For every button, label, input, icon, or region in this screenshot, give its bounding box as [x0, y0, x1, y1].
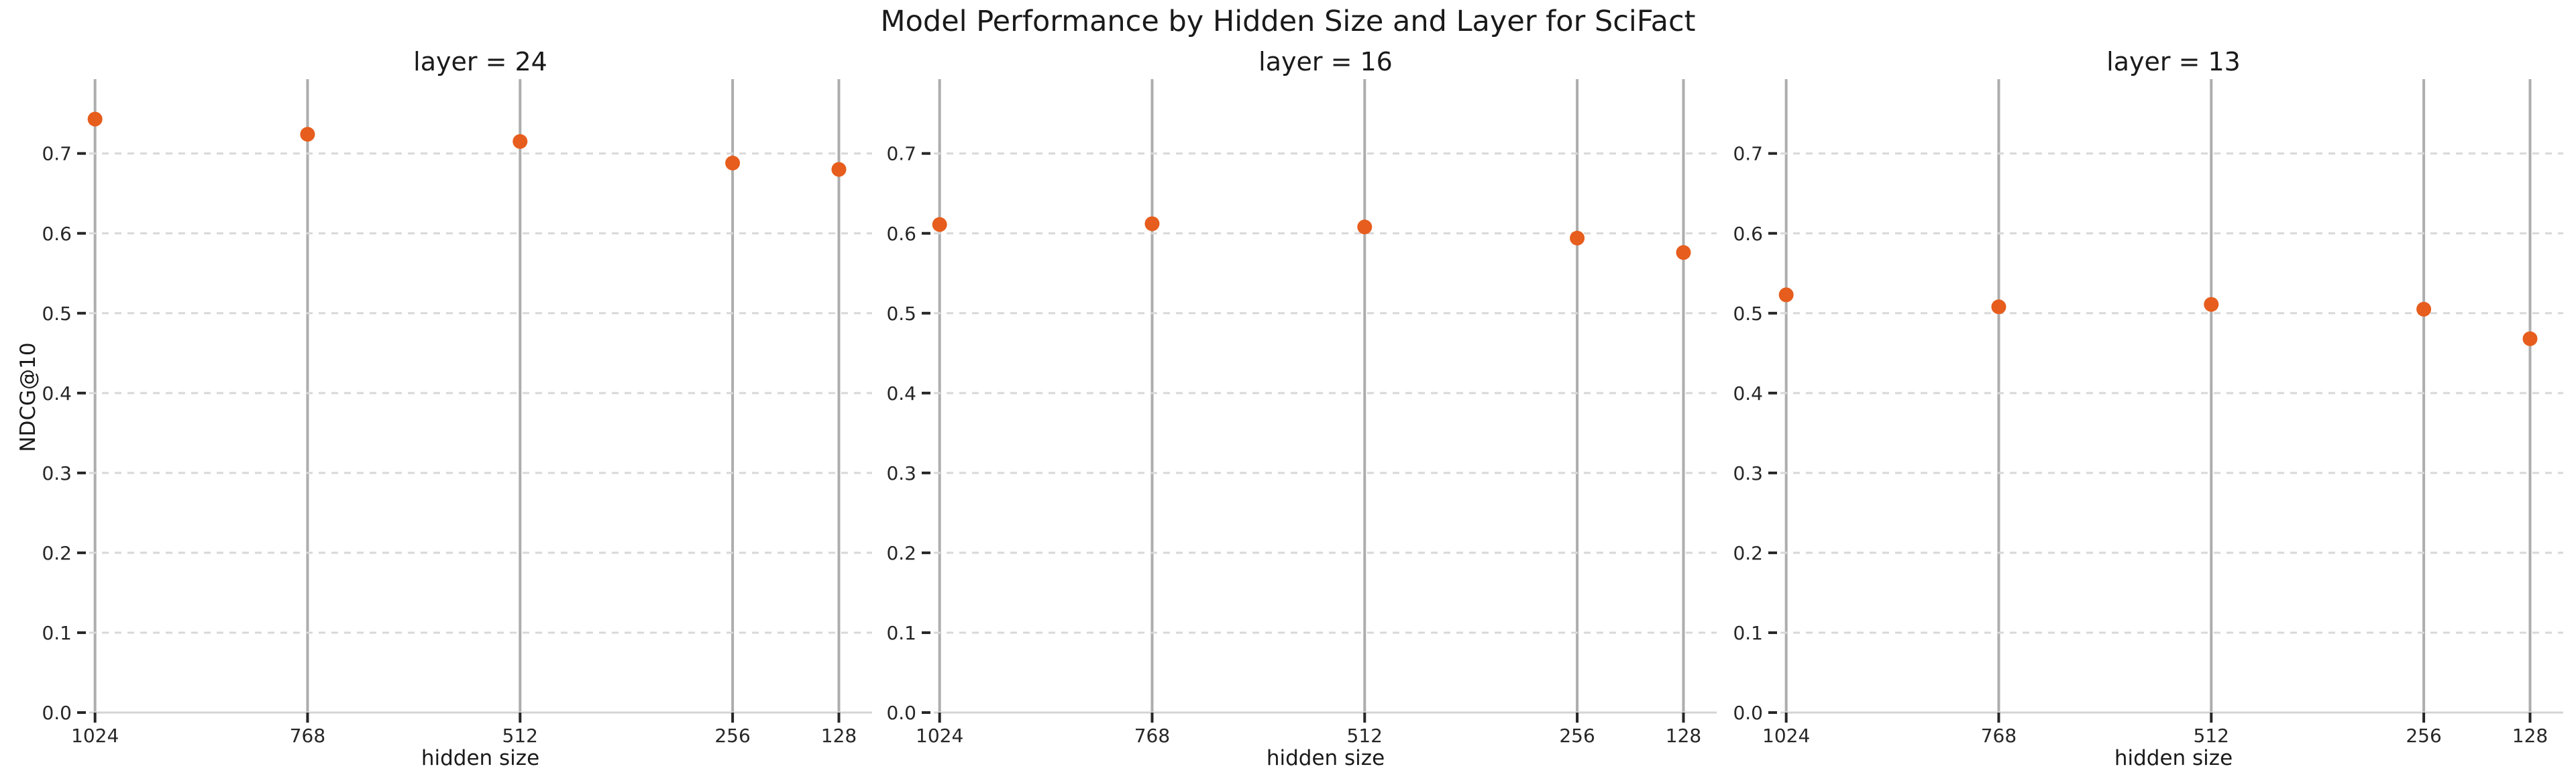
y-tick-label: 0.1: [1733, 622, 1763, 644]
facet-title-layer-13: layer = 13: [2106, 47, 2241, 76]
y-tick-label: 0.4: [1733, 382, 1763, 405]
data-point: [932, 217, 947, 232]
x-tick-label: 1024: [71, 725, 119, 747]
x-tick-label: 512: [502, 725, 538, 747]
data-point: [1991, 299, 2006, 315]
x-tick-label: 512: [2194, 725, 2229, 747]
x-tick-label: 256: [1559, 725, 1595, 747]
data-point: [1676, 245, 1691, 260]
facet-title-layer-16: layer = 16: [1258, 47, 1393, 76]
y-tick-label: 0.1: [886, 622, 916, 644]
data-point: [725, 155, 741, 170]
x-tick-label: 256: [714, 725, 750, 747]
y-tick-label: 0.2: [1733, 542, 1763, 564]
y-tick-label: 0.1: [42, 622, 72, 644]
data-point: [2522, 331, 2538, 346]
y-tick-label: 0.7: [1733, 143, 1763, 165]
y-tick-label: 0.2: [42, 542, 72, 564]
x-tick-label: 768: [1981, 725, 2017, 747]
x-tick-label: 512: [1347, 725, 1383, 747]
x-tick-label: 128: [1666, 725, 1701, 747]
data-point: [2416, 301, 2432, 317]
y-tick-label: 0.0: [1733, 702, 1763, 724]
data-point: [2204, 297, 2219, 312]
x-axis-label-2: hidden size: [1266, 746, 1385, 770]
y-tick-label: 0.3: [1733, 462, 1763, 484]
x-tick-label: 768: [1134, 725, 1170, 747]
data-point: [1357, 219, 1373, 235]
data-point: [1570, 230, 1585, 246]
y-tick-label: 0.5: [1733, 303, 1763, 325]
y-tick-label: 0.4: [886, 382, 916, 405]
data-point: [87, 111, 103, 127]
x-tick-label: 768: [290, 725, 325, 747]
y-tick-label: 0.4: [42, 382, 72, 405]
x-tick-label: 128: [821, 725, 857, 747]
data-point: [300, 127, 315, 142]
data-point: [1778, 287, 1794, 303]
y-tick-label: 0.6: [42, 223, 72, 245]
facet-title-layer-24: layer = 24: [413, 47, 547, 76]
y-tick-label: 0.5: [886, 303, 916, 325]
data-point: [513, 134, 528, 149]
y-tick-label: 0.0: [886, 702, 916, 724]
y-tick-label: 0.7: [42, 143, 72, 165]
x-tick-label: 128: [2512, 725, 2548, 747]
y-tick-label: 0.3: [886, 462, 916, 484]
y-tick-label: 0.7: [886, 143, 916, 165]
y-tick-label: 0.5: [42, 303, 72, 325]
y-tick-label: 0.6: [1733, 223, 1763, 245]
figure-title: Model Performance by Hidden Size and Lay…: [880, 5, 1696, 38]
x-tick-label: 1024: [916, 725, 963, 747]
y-tick-label: 0.2: [886, 542, 916, 564]
y-tick-label: 0.0: [42, 702, 72, 724]
x-tick-label: 256: [2406, 725, 2441, 747]
data-point: [831, 162, 847, 177]
y-tick-label: 0.3: [42, 462, 72, 484]
data-point: [1144, 216, 1160, 231]
x-axis-label-1: hidden size: [421, 746, 540, 770]
x-axis-label-3: hidden size: [2114, 746, 2233, 770]
x-tick-label: 1024: [1762, 725, 1810, 747]
y-tick-label: 0.6: [886, 223, 916, 245]
